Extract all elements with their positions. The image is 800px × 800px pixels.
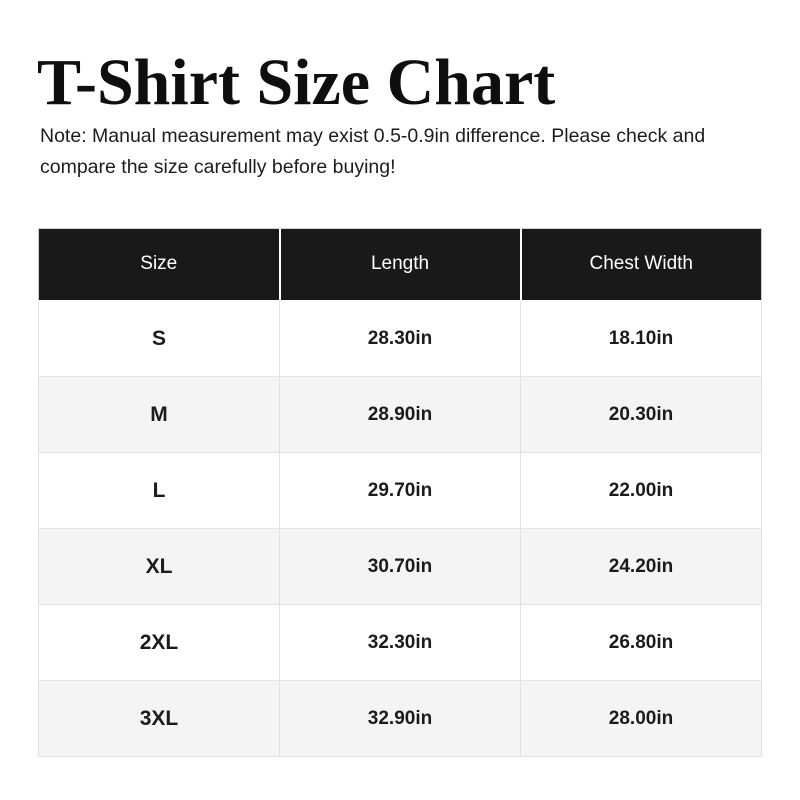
length-cell: 30.70in	[279, 528, 521, 605]
size-cell: 2XL	[38, 604, 280, 681]
length-cell: 28.90in	[279, 376, 521, 453]
column-header-size: Size	[38, 228, 280, 302]
size-cell: S	[38, 300, 280, 377]
note-text: Note: Manual measurement may exist 0.5-0…	[40, 125, 706, 178]
length-cell: 32.90in	[279, 680, 521, 757]
table-row: L 29.70in 22.00in	[38, 452, 762, 529]
chest-width-cell: 26.80in	[520, 604, 762, 681]
size-table: Size Length Chest Width S 28.30in 18.10in M…	[38, 228, 762, 757]
table-row: M 28.90in 20.30in	[38, 376, 762, 453]
table-header-row: Size Length Chest Width	[38, 228, 762, 302]
size-cell: 3XL	[38, 680, 280, 757]
chest-width-cell: 20.30in	[520, 376, 762, 453]
table-row: 3XL 32.90in 28.00in	[38, 680, 762, 757]
size-cell: M	[38, 376, 280, 453]
chest-width-cell: 18.10in	[520, 300, 762, 377]
table-body: S 28.30in 18.10in M 28.90in 20.30in L 29.70in 22…	[38, 300, 762, 757]
page-title: T-Shirt Size Chart	[37, 46, 556, 119]
table-row: XL 30.70in 24.20in	[38, 528, 762, 605]
chest-width-cell: 22.00in	[520, 452, 762, 529]
table-row: S 28.30in 18.10in	[38, 300, 762, 377]
chest-width-cell: 28.00in	[520, 680, 762, 757]
chest-width-cell: 24.20in	[520, 528, 762, 605]
column-header-chest-width: Chest Width	[519, 228, 762, 302]
size-cell: L	[38, 452, 280, 529]
length-cell: 28.30in	[279, 300, 521, 377]
length-cell: 29.70in	[279, 452, 521, 529]
column-header-length: Length	[278, 228, 521, 302]
length-cell: 32.30in	[279, 604, 521, 681]
size-cell: XL	[38, 528, 280, 605]
table-row: 2XL 32.30in 26.80in	[38, 604, 762, 681]
